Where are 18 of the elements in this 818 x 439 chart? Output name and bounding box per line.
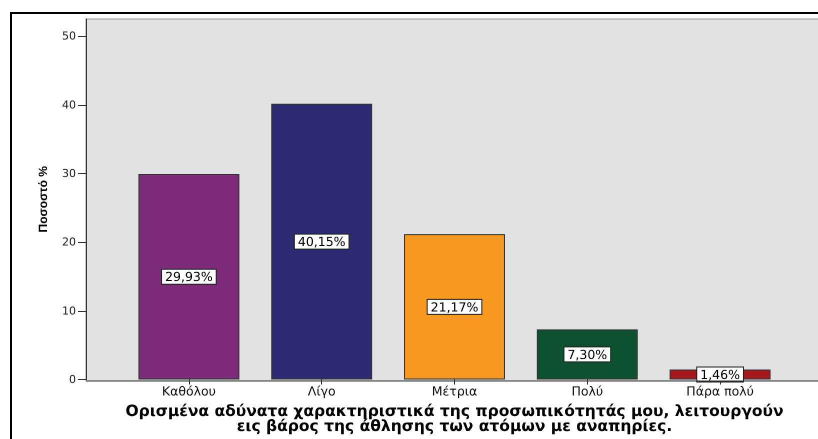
y-tick-label: 40	[62, 98, 76, 112]
y-tick-label: 10	[62, 304, 76, 318]
y-tick-label: 0	[69, 373, 76, 386]
data-label: 7,30%	[567, 346, 608, 362]
y-axis-title: Ποσοστό %	[36, 166, 50, 232]
y-tick-label: 50	[62, 30, 76, 43]
x-tick-label: Μέτρια	[432, 384, 478, 398]
x-tick-label: Πολύ	[571, 384, 604, 398]
x-tick-label: Καθόλου	[162, 384, 216, 398]
x-tick-label: Λίγο	[308, 384, 336, 398]
y-tick-label: 20	[62, 236, 76, 249]
data-label: 1,46%	[700, 366, 740, 382]
data-label: 40,15%	[298, 234, 346, 250]
data-label: 29,93%	[165, 269, 213, 284]
x-axis-title: Ορισμένα αδύνατα χαρακτηριστικά της προσωπικότητάς μου, λειτουργούν εις βάρος της άθλησης των ατόμων με αναπηρίες.	[125, 402, 784, 435]
data-label: 21,17%	[430, 299, 478, 314]
x-tick-label: Πάρα πολύ	[686, 384, 754, 398]
y-tick-label: 30	[62, 167, 76, 180]
